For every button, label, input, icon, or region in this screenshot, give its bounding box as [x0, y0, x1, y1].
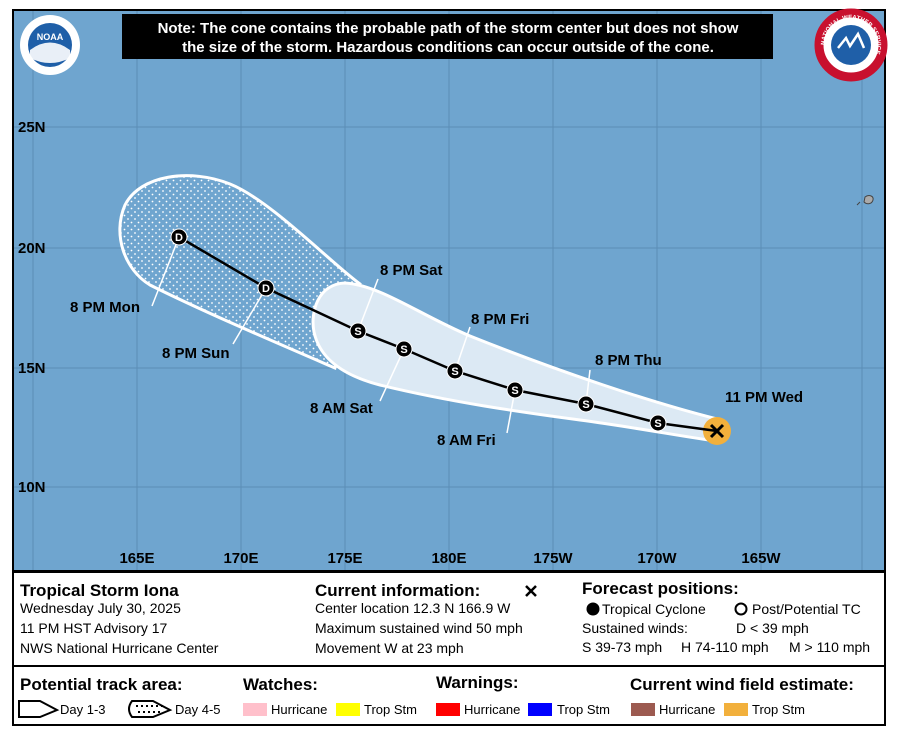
- forecast-symbol: S: [354, 326, 361, 338]
- day13-icon: [18, 700, 60, 718]
- graticule: 165E 170E 175E 180E 175W 170W 165W 25N 20N 15N 10N: [14, 11, 884, 570]
- forecast-symbol: S: [654, 418, 661, 430]
- current-x-icon: [525, 585, 537, 597]
- forecast-label: 8 PM Sun: [162, 345, 230, 362]
- forecast-label: 8 AM Sat: [310, 400, 373, 417]
- legend-panel: [12, 571, 886, 726]
- label-leader: [232, 287, 267, 345]
- forecast-point: [506, 381, 524, 399]
- nws-logo-bolt: [837, 31, 866, 49]
- track-area-title: Potential track area:: [20, 675, 183, 694]
- wind-field-title: Current wind field estimate:: [630, 675, 854, 694]
- forecast-point: [170, 228, 188, 246]
- lon-label: 165W: [741, 550, 781, 567]
- storm-name: Tropical Storm Iona: [20, 581, 179, 600]
- forecast-ptc: Post/Potential TC: [752, 601, 861, 617]
- storm-advisory: 11 PM HST Advisory 17: [20, 620, 168, 636]
- storm-date: Wednesday July 30, 2025: [20, 600, 181, 616]
- forecast-point: [649, 414, 667, 432]
- storm-center: NWS National Hurricane Center: [20, 640, 219, 656]
- tc-icon: [586, 602, 600, 616]
- lon-label: 165E: [119, 550, 154, 567]
- forecast-label: 8 AM Fri: [437, 432, 496, 449]
- forecast-point: [349, 322, 367, 340]
- ts-wind-swatch: [724, 703, 748, 716]
- note-line: Note: The cone contains the probable pat…: [158, 20, 739, 37]
- ptc-icon: [734, 602, 748, 616]
- current-title: Current information:: [315, 581, 480, 600]
- forecast-track: 11 PM Wed S S 8 PM Thu S 8 AM Fri S 8 PM Fri S 8 …: [70, 228, 803, 449]
- ts-watch-label: Trop Stm: [364, 702, 417, 717]
- forecast-title: Forecast positions:: [582, 579, 739, 598]
- noaa-logo-gull: [30, 42, 70, 63]
- forecast-tc: Tropical Cyclone: [602, 601, 706, 617]
- forecast-label: 8 PM Sat: [380, 262, 443, 279]
- label-leader: [151, 236, 180, 307]
- day13-label: Day 1-3: [60, 702, 106, 717]
- forecast-label: 11 PM Wed: [725, 389, 803, 406]
- lon-label: 170W: [637, 550, 677, 567]
- ts-warning-label: Trop Stm: [557, 702, 610, 717]
- forecast-symbol: S: [451, 366, 458, 378]
- hurricane-wind-swatch: [631, 703, 655, 716]
- lat-label: 10N: [18, 479, 46, 496]
- forecast-point: [257, 279, 275, 297]
- forecast-label: 8 PM Thu: [595, 352, 662, 369]
- note-line: the size of the storm. Hazardous conditi…: [182, 39, 714, 56]
- current-wind: Maximum sustained wind 50 mph: [315, 620, 523, 636]
- forecast-label: 8 PM Fri: [471, 311, 529, 328]
- forecast-label: 8 PM Mon: [70, 299, 140, 316]
- ts-warning-swatch: [528, 703, 552, 716]
- forecast-symbol: D: [262, 283, 270, 295]
- forecast-symbol: S: [400, 344, 407, 356]
- lon-label: 180E: [431, 550, 466, 567]
- label-leader: [379, 348, 405, 402]
- forecast-symbol: S: [582, 399, 589, 411]
- hurricane-watch-label: Hurricane: [271, 702, 327, 717]
- day45-label: Day 4-5: [175, 702, 221, 717]
- forecast-point: [446, 362, 464, 380]
- lat-label: 20N: [18, 240, 46, 257]
- label-leader: [357, 278, 379, 332]
- watches-title: Watches:: [243, 675, 318, 694]
- forecast-symbol: D: [175, 232, 183, 244]
- noaa-logo-text: NOAA: [37, 32, 64, 42]
- lat-label: 15N: [18, 360, 46, 377]
- hurricane-wind-label: Hurricane: [659, 702, 715, 717]
- note-box: [122, 14, 773, 59]
- current-movement: Movement W at 23 mph: [315, 640, 464, 656]
- current-position: [709, 423, 725, 439]
- forecast-point: [395, 340, 413, 358]
- lon-label: 175E: [327, 550, 362, 567]
- cone-day-1-3: [311, 281, 719, 443]
- forecast-winds: Sustained winds:: [582, 620, 688, 636]
- hurricane-watch-swatch: [243, 703, 267, 716]
- ts-wind-label: Trop Stm: [752, 702, 805, 717]
- forecast-symbol: S: [511, 385, 518, 397]
- island: [856, 195, 874, 206]
- forecast-h: H 74-110 mph: [681, 639, 769, 655]
- lon-label: 175W: [533, 550, 573, 567]
- lat-label: 25N: [18, 119, 46, 136]
- forecast-m: M > 110 mph: [789, 639, 870, 655]
- hurricane-warning-label: Hurricane: [464, 702, 520, 717]
- hurricane-warning-swatch: [436, 703, 460, 716]
- current-location: Center location 12.3 N 166.9 W: [315, 600, 511, 616]
- lon-label: 170E: [223, 550, 258, 567]
- forecast-d: D < 39 mph: [736, 620, 809, 636]
- ts-watch-swatch: [336, 703, 360, 716]
- forecast-point: [577, 395, 595, 413]
- warnings-title: Warnings:: [436, 673, 518, 692]
- day45-dots: [136, 705, 166, 713]
- forecast-s: S 39-73 mph: [582, 639, 662, 655]
